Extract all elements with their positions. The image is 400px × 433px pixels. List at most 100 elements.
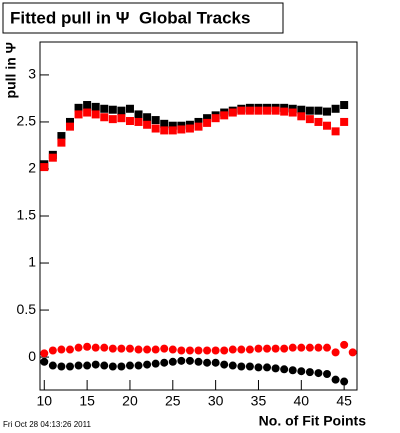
circle-marker: [263, 344, 272, 353]
square-marker: [100, 104, 109, 113]
square-marker: [83, 101, 92, 110]
x-tick-label: 10: [36, 393, 52, 409]
y-tick-label: 1: [28, 254, 36, 270]
square-marker: [100, 113, 109, 122]
square-marker: [151, 124, 160, 133]
circle-marker: [168, 345, 177, 354]
title-box: [2, 2, 284, 34]
square-marker: [65, 117, 74, 126]
square-marker: [125, 117, 134, 126]
square-marker: [160, 126, 169, 135]
circle-marker: [117, 362, 126, 371]
square-marker: [117, 106, 126, 115]
square-marker: [177, 125, 186, 134]
circle-marker: [74, 343, 83, 352]
square-marker: [194, 122, 203, 131]
square-marker: [237, 106, 246, 115]
circle-marker: [134, 361, 143, 370]
square-marker: [108, 115, 117, 124]
circle-marker: [83, 342, 92, 351]
square-marker: [314, 117, 323, 126]
y-tick-label: 2.5: [17, 113, 37, 129]
circle-marker: [331, 348, 340, 357]
square-marker: [134, 110, 143, 119]
circle-marker: [280, 365, 289, 374]
x-tick-label: 40: [294, 393, 310, 409]
circle-marker: [263, 363, 272, 372]
circle-marker: [91, 343, 100, 352]
circle-marker: [340, 377, 349, 386]
square-marker: [194, 117, 203, 126]
square-marker: [331, 104, 340, 113]
x-tick-label: 25: [165, 393, 181, 409]
circle-marker: [305, 343, 314, 352]
circle-marker: [314, 369, 323, 378]
circle-marker: [211, 346, 220, 355]
square-marker: [65, 122, 74, 131]
circle-marker: [40, 349, 49, 358]
footer-date: Fri Oct 28 04:13:26 2011: [3, 420, 91, 429]
circle-marker: [100, 343, 109, 352]
circle-marker: [143, 360, 152, 369]
x-axis-label: No. of Fit Points: [259, 413, 367, 429]
circle-marker: [228, 361, 237, 370]
square-marker: [143, 113, 152, 122]
circle-marker: [160, 344, 169, 353]
circle-marker: [83, 361, 92, 370]
square-marker: [245, 106, 254, 115]
square-marker: [203, 118, 212, 127]
square-marker: [203, 114, 212, 123]
circle-marker: [91, 360, 100, 369]
square-marker: [340, 117, 349, 126]
square-marker: [254, 106, 263, 115]
circle-marker: [40, 357, 49, 366]
circle-marker: [125, 344, 134, 353]
y-tick-label: 0: [28, 348, 36, 364]
circle-marker: [194, 357, 203, 366]
square-marker: [168, 121, 177, 130]
circle-marker: [185, 346, 194, 355]
circle-marker: [134, 345, 143, 354]
square-marker: [280, 107, 289, 116]
circle-marker: [297, 343, 306, 352]
circle-marker: [125, 361, 134, 370]
square-marker: [168, 126, 177, 135]
square-marker: [160, 119, 169, 128]
circle-marker: [117, 344, 126, 353]
square-marker: [305, 115, 314, 124]
square-marker: [271, 106, 280, 115]
chart-title: Fitted pull in Ψ Global Tracks: [10, 8, 250, 27]
circle-marker: [254, 363, 263, 372]
circle-marker: [271, 364, 280, 373]
circle-marker: [348, 348, 357, 357]
circle-marker: [108, 362, 117, 371]
circle-marker: [237, 345, 246, 354]
square-marker: [117, 114, 126, 123]
circle-marker: [65, 345, 74, 354]
circle-marker: [323, 370, 332, 379]
square-marker: [263, 106, 272, 115]
circle-marker: [151, 345, 160, 354]
circle-marker: [228, 345, 237, 354]
circle-marker: [74, 361, 83, 370]
circle-marker: [245, 345, 254, 354]
x-tick-label: 35: [251, 393, 267, 409]
y-tick-label: 2: [28, 160, 36, 176]
circle-marker: [177, 346, 186, 355]
circle-marker: [271, 344, 280, 353]
circle-marker: [288, 366, 297, 375]
circle-marker: [185, 356, 194, 365]
y-tick-label: 1.5: [17, 207, 37, 223]
circle-marker: [211, 358, 220, 367]
circle-marker: [220, 360, 229, 369]
circle-marker: [48, 361, 57, 370]
circle-marker: [177, 356, 186, 365]
circle-marker: [245, 362, 254, 371]
x-tick-label: 15: [79, 393, 95, 409]
circle-marker: [100, 361, 109, 370]
square-marker: [323, 107, 332, 116]
square-marker: [288, 108, 297, 117]
circle-marker: [297, 367, 306, 376]
circle-marker: [340, 340, 349, 349]
